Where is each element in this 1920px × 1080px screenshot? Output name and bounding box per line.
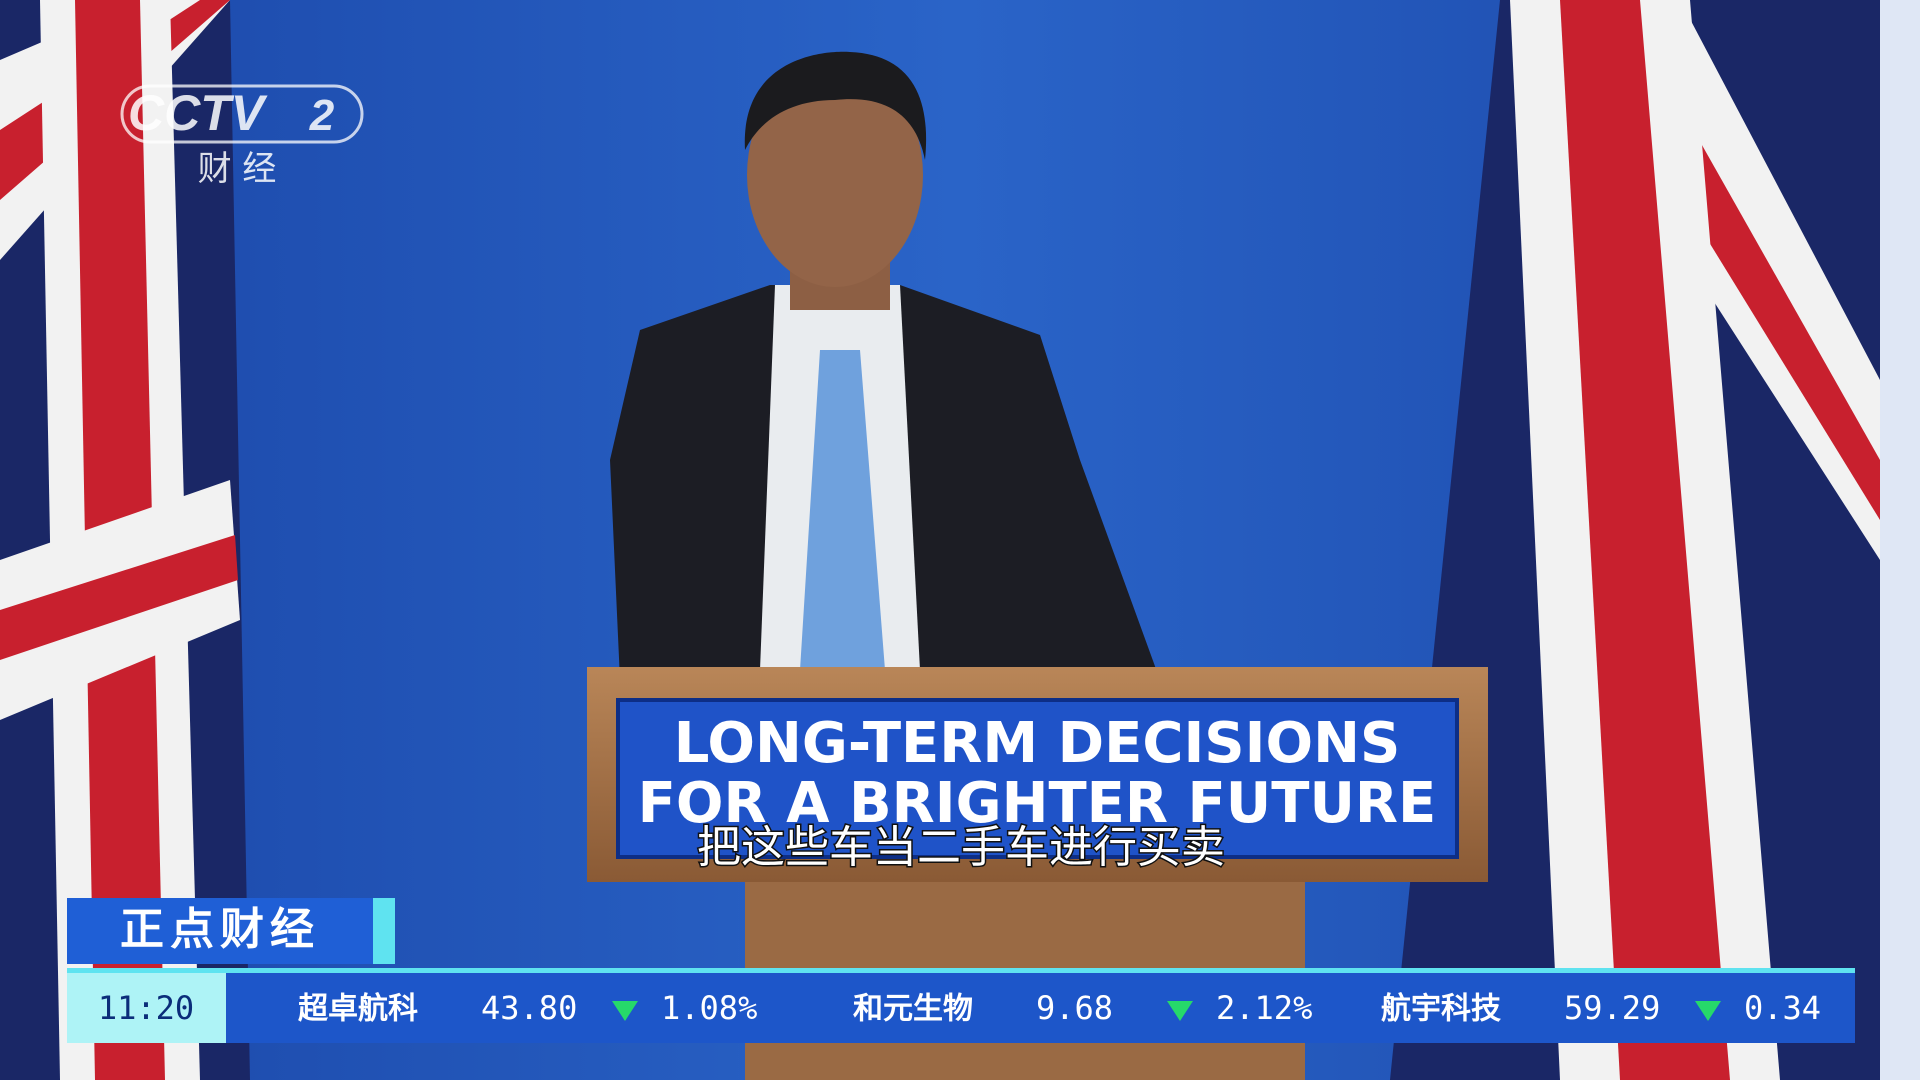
stock-change: 0.34: [1744, 989, 1821, 1027]
stock-name: 航宇科技: [1381, 992, 1501, 1027]
program-bar: 正点财经: [67, 898, 395, 964]
subtitle: 把这些车当二手车进行买卖: [697, 822, 1225, 873]
speaker: [610, 51, 1160, 680]
stock-change: 2.12%: [1216, 989, 1312, 1027]
logo-channel: 2: [309, 91, 335, 140]
ticker: 11:20 超卓航科 43.80 1.08% 和元生物 9.68 2.12% 航宇科技 59.…: [67, 968, 1855, 1043]
down-arrow: [1695, 1001, 1721, 1021]
logo-channel-name: 财 经: [198, 149, 277, 189]
podium-line-1: LONG-TERM DECISIONS: [674, 711, 1401, 776]
logo-brand: CCTV: [128, 85, 268, 141]
down-arrow: [1167, 1001, 1193, 1021]
down-arrow: [612, 1001, 638, 1021]
stock-name: 和元生物: [853, 992, 973, 1027]
program-title: 正点财经: [120, 904, 320, 955]
left-flag: [0, 0, 250, 1080]
podium: LONG-TERM DECISIONS FOR A BRIGHTER FUTUR…: [587, 667, 1488, 1080]
ticker-items: 超卓航科 43.80 1.08% 和元生物 9.68 2.12% 航宇科技 59.29 0.34: [298, 989, 1821, 1027]
stock-name: 超卓航科: [298, 992, 418, 1027]
stock-price: 43.80: [481, 989, 577, 1027]
edge: [1880, 0, 1920, 1080]
stock-price: 59.29: [1564, 989, 1660, 1027]
channel-logo: CCTV 2 财 经: [120, 84, 364, 189]
ticker-time: 11:20: [98, 989, 194, 1027]
stock-price: 9.68: [1036, 989, 1113, 1027]
right-flag: [1390, 0, 1880, 1080]
stock-change: 1.08%: [661, 989, 757, 1027]
podium-line-2: FOR A BRIGHTER FUTURE: [638, 771, 1437, 836]
